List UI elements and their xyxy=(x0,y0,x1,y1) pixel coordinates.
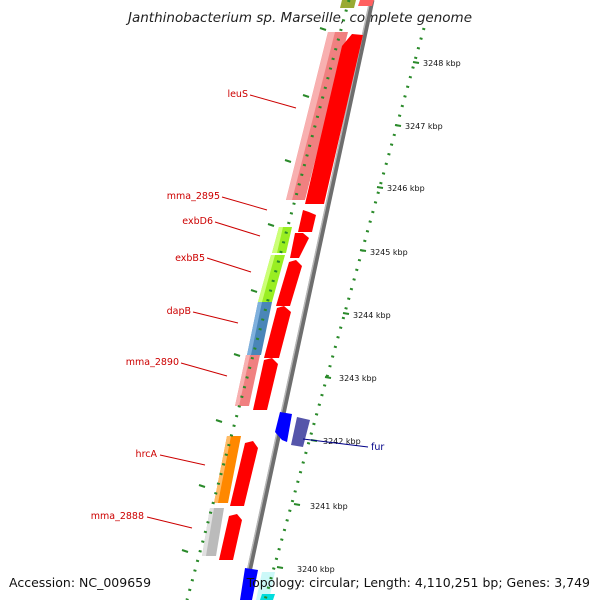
cds-mma_2890[interactable] xyxy=(235,355,260,406)
tick-label: 3246 kbp xyxy=(387,184,425,193)
cds-mma_2888[interactable] xyxy=(202,508,224,556)
gene-label-group: leuS mma_2895 exbD6 exbB5 dapB mma_2890 … xyxy=(91,89,384,529)
cds-exbD6[interactable] xyxy=(272,227,292,253)
cds-red-6[interactable] xyxy=(253,358,278,410)
gene-label-mma_2888: mma_2888 xyxy=(91,511,144,522)
tick-label: 3244 kbp xyxy=(353,311,391,320)
accession-text: Accession: NC_009659 xyxy=(9,575,152,590)
tick-label: 3240 kbp xyxy=(297,565,335,574)
gene-label-hrcA: hrcA xyxy=(136,449,158,460)
tick-label: 3243 kbp xyxy=(339,374,377,383)
gene-top-red[interactable] xyxy=(358,0,374,6)
inner-tick-marks xyxy=(181,27,327,553)
tick-label: 3242 kbp xyxy=(323,437,361,446)
backbone-line xyxy=(240,0,375,600)
tick-label: 3245 kbp xyxy=(370,248,408,257)
tick-label: 3247 kbp xyxy=(405,122,443,131)
cds-hrcA[interactable] xyxy=(214,436,241,503)
gene-label-mma_2890: mma_2890 xyxy=(126,357,179,368)
cds-red-2[interactable] xyxy=(298,210,316,232)
gene-label-dapB: dapB xyxy=(167,306,191,317)
gene-label-exbD6: exbD6 xyxy=(182,216,213,227)
cds-blue-1[interactable] xyxy=(275,412,292,442)
inner-dotted-track xyxy=(185,0,351,600)
gene-top-olive[interactable] xyxy=(340,0,356,8)
cds-red-1[interactable] xyxy=(305,34,363,204)
map-title: Janthinobacterium sp. Marseille, complet… xyxy=(127,10,473,26)
cds-cyan[interactable] xyxy=(256,572,275,600)
gene-label-leuS: leuS xyxy=(227,89,248,100)
cds-red-4[interactable] xyxy=(276,260,302,306)
backbone-highlight xyxy=(240,0,371,600)
gene-label-mma_2895: mma_2895 xyxy=(167,191,220,202)
gene-label-exbB5: exbB5 xyxy=(175,253,205,264)
cds-red-5[interactable] xyxy=(264,306,291,358)
tick-label: 3248 kbp xyxy=(423,59,461,68)
cds-red-3[interactable] xyxy=(290,233,309,258)
cds-exbB5[interactable] xyxy=(258,255,285,302)
cds-red-8[interactable] xyxy=(219,514,242,560)
tick-label-group: 3248 kbp 3247 kbp 3246 kbp 3245 kbp 3244… xyxy=(276,59,461,574)
cds-red-7[interactable] xyxy=(230,441,258,506)
cds-blue-2[interactable] xyxy=(240,568,258,600)
summary-text: Topology: circular; Length: 4,110,251 bp… xyxy=(246,575,590,590)
tick-label: 3241 kbp xyxy=(310,502,348,511)
cds-fur[interactable] xyxy=(291,417,310,447)
gene-label-fur: fur xyxy=(371,442,384,453)
